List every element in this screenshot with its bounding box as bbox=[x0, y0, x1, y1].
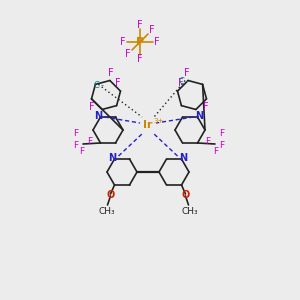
Text: N: N bbox=[94, 111, 103, 121]
Text: N: N bbox=[195, 111, 204, 121]
Text: O: O bbox=[106, 190, 115, 200]
Text: C: C bbox=[178, 77, 184, 86]
Text: F: F bbox=[178, 78, 183, 88]
Text: -: - bbox=[186, 77, 189, 86]
Text: 3+: 3+ bbox=[154, 118, 164, 124]
Text: F: F bbox=[219, 142, 225, 151]
Text: F: F bbox=[87, 137, 93, 146]
Text: Ir: Ir bbox=[143, 120, 153, 130]
Text: N: N bbox=[179, 153, 188, 163]
Text: F: F bbox=[219, 130, 225, 139]
Text: F: F bbox=[203, 103, 209, 112]
Text: C: C bbox=[94, 81, 99, 90]
Text: F: F bbox=[137, 54, 143, 64]
Text: F: F bbox=[154, 37, 160, 47]
Text: O: O bbox=[182, 190, 190, 200]
Text: F: F bbox=[80, 148, 85, 157]
Text: F: F bbox=[74, 130, 79, 139]
Text: F: F bbox=[125, 49, 131, 59]
Text: F: F bbox=[137, 20, 143, 30]
Text: -: - bbox=[101, 81, 104, 90]
Text: CH₃: CH₃ bbox=[181, 208, 198, 217]
Text: CH₃: CH₃ bbox=[98, 208, 115, 217]
Text: F: F bbox=[213, 148, 219, 157]
Text: F: F bbox=[184, 68, 190, 78]
Text: F: F bbox=[206, 137, 211, 146]
Text: F: F bbox=[74, 142, 79, 151]
Text: F: F bbox=[149, 25, 155, 35]
Text: F: F bbox=[108, 68, 114, 78]
Text: F: F bbox=[120, 37, 126, 47]
Text: F: F bbox=[89, 103, 95, 112]
Text: N: N bbox=[108, 153, 117, 163]
Text: P: P bbox=[136, 37, 144, 47]
Text: F: F bbox=[115, 78, 120, 88]
